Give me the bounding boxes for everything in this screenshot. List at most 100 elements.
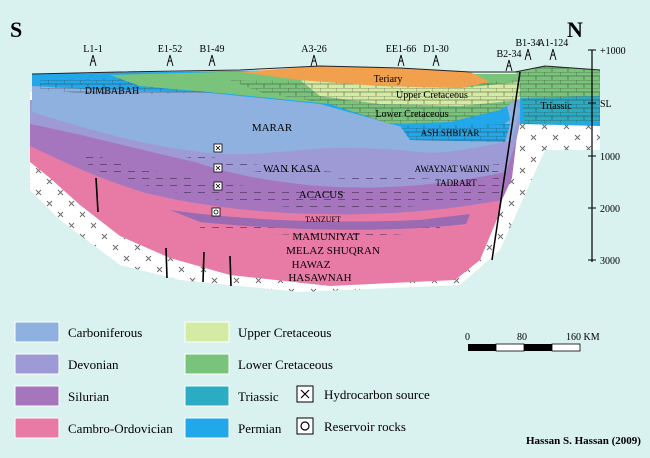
legend-swatch bbox=[14, 417, 60, 439]
legend-swatch bbox=[14, 353, 60, 375]
depth-label: 3000 bbox=[600, 256, 620, 267]
unit-label: HASAWNAH bbox=[288, 272, 351, 284]
well-marker: L1-1 bbox=[83, 44, 103, 67]
legend-swatch bbox=[184, 353, 230, 375]
symbol-legend-label: Hydrocarbon source bbox=[324, 387, 430, 402]
devonian-dashes bbox=[180, 150, 500, 180]
legend-item: Cambro-Ordovician bbox=[14, 417, 173, 439]
unit-label: Teriary bbox=[374, 74, 403, 85]
well-label: A1-124 bbox=[538, 38, 569, 49]
legend-swatch bbox=[184, 321, 230, 343]
tanzuft-band bbox=[170, 210, 470, 230]
derrick-icon bbox=[505, 59, 513, 72]
legend-label: Silurian bbox=[68, 389, 110, 404]
unit-label: ACACUS bbox=[299, 189, 344, 201]
legend-label: Permian bbox=[238, 421, 282, 436]
legend-label: Upper Cretaceous bbox=[238, 325, 332, 340]
derrick-icon bbox=[89, 54, 97, 67]
main-fault-line bbox=[491, 71, 521, 261]
hydrocarbon-source-icon bbox=[296, 385, 314, 403]
unit-label: Triassic bbox=[540, 101, 572, 112]
unit-label: TANZUFT bbox=[305, 215, 341, 224]
legend-label: Carboniferous bbox=[68, 325, 142, 340]
depth-scale: +1000 SL 1000 2000 3000 bbox=[588, 46, 626, 267]
upper-cretaceous-brick bbox=[300, 80, 520, 106]
unit-label: Upper Cretaceous bbox=[396, 90, 468, 101]
ash-shbiyar-brick bbox=[400, 124, 510, 142]
legend-item: Lower Cretaceous bbox=[184, 353, 333, 375]
triassic-brick bbox=[522, 95, 600, 124]
derrick-icon bbox=[524, 48, 532, 61]
depth-label: SL bbox=[600, 99, 612, 110]
credit-text: Hassan S. Hassan (2009) bbox=[526, 435, 641, 447]
derrick-icon bbox=[208, 54, 216, 67]
derrick-icon bbox=[549, 48, 557, 61]
well-marker: B1-49 bbox=[200, 44, 225, 67]
well-label: EE1-66 bbox=[386, 44, 417, 55]
silurian-dashes bbox=[80, 150, 505, 209]
well-marker: EE1-66 bbox=[386, 44, 417, 67]
scale-bar: 0 80 160 KM bbox=[465, 332, 600, 352]
legend-swatch bbox=[184, 385, 230, 407]
legend-swatch bbox=[184, 417, 230, 439]
well-marker: D1-30 bbox=[423, 44, 449, 67]
depth-label: 2000 bbox=[600, 204, 620, 215]
scale-bar-label-0: 0 bbox=[465, 332, 470, 343]
well-marker: B2-34 bbox=[497, 49, 522, 72]
legend-item: Upper Cretaceous bbox=[184, 321, 332, 343]
well-label: E1-52 bbox=[158, 44, 182, 55]
unit-label: MELAZ SHUQRAN bbox=[286, 245, 380, 257]
scale-bar-label-160: 160 KM bbox=[566, 332, 600, 343]
unit-label: MAMUNIYAT bbox=[292, 231, 360, 243]
hydrocarbon-source-icon bbox=[213, 181, 223, 191]
profile-symbols bbox=[211, 143, 223, 217]
well-marker: A1-124 bbox=[538, 38, 569, 61]
well-label: D1-30 bbox=[423, 44, 449, 55]
unit-label: TADRART bbox=[435, 178, 477, 188]
derrick-icon bbox=[310, 54, 318, 67]
unit-label: DIMBABAH bbox=[85, 86, 139, 97]
legend-item: Carboniferous bbox=[14, 321, 142, 343]
lower-cretaceous-north-brick bbox=[515, 66, 600, 88]
ground-surface-line bbox=[31, 65, 601, 75]
well-label: B2-34 bbox=[497, 49, 522, 60]
derrick-icon bbox=[166, 54, 174, 67]
well-marker: A3-26 bbox=[301, 44, 327, 67]
south-label: S bbox=[10, 17, 22, 42]
well-label: B1-49 bbox=[200, 44, 225, 55]
legend-item: Permian bbox=[184, 417, 282, 439]
unit-label: HAWAZ bbox=[292, 259, 331, 271]
symbol-legend: Hydrocarbon source Reservoir rocks bbox=[296, 385, 430, 435]
legend-swatch bbox=[14, 321, 60, 343]
legend-item: Silurian bbox=[14, 385, 110, 407]
depth-label: 1000 bbox=[600, 152, 620, 163]
unit-label: AWAYNAT WANIN bbox=[415, 164, 490, 174]
depth-label: +1000 bbox=[600, 46, 626, 57]
reservoir-rock-icon bbox=[296, 417, 314, 435]
reservoir-rock-icon bbox=[211, 207, 221, 217]
well-label: L1-1 bbox=[83, 44, 102, 55]
unit-label: Lower Cretaceous bbox=[375, 109, 448, 120]
unit-label: WAN KASA bbox=[263, 163, 321, 175]
well-label: A3-26 bbox=[301, 44, 327, 55]
north-label: N bbox=[567, 17, 583, 42]
derrick-icon bbox=[397, 54, 405, 67]
symbol-legend-item: Reservoir rocks bbox=[296, 417, 406, 435]
symbol-legend-label: Reservoir rocks bbox=[324, 419, 406, 434]
legend-swatch bbox=[14, 385, 60, 407]
legend: Carboniferous Devonian Silurian Cambro-Ordo… bbox=[14, 321, 333, 439]
legend-item: Devonian bbox=[14, 353, 119, 375]
legend-label: Devonian bbox=[68, 357, 119, 372]
derrick-icon bbox=[432, 54, 440, 67]
well-marker: B1-34 bbox=[516, 38, 541, 61]
well-markers: L1-1 E1-52 B1-49 A3-26 EE1-66 D1-30 B2-34B1-34… bbox=[83, 38, 569, 72]
hydrocarbon-source-icon bbox=[213, 143, 223, 153]
symbol-legend-item: Hydrocarbon source bbox=[296, 385, 430, 403]
scale-bar-label-80: 80 bbox=[517, 332, 527, 343]
tertiary-unit bbox=[240, 66, 490, 88]
well-marker: E1-52 bbox=[158, 44, 182, 67]
legend-label: Lower Cretaceous bbox=[238, 357, 333, 372]
legend-label: Triassic bbox=[238, 389, 279, 404]
legend-item: Triassic bbox=[184, 385, 279, 407]
